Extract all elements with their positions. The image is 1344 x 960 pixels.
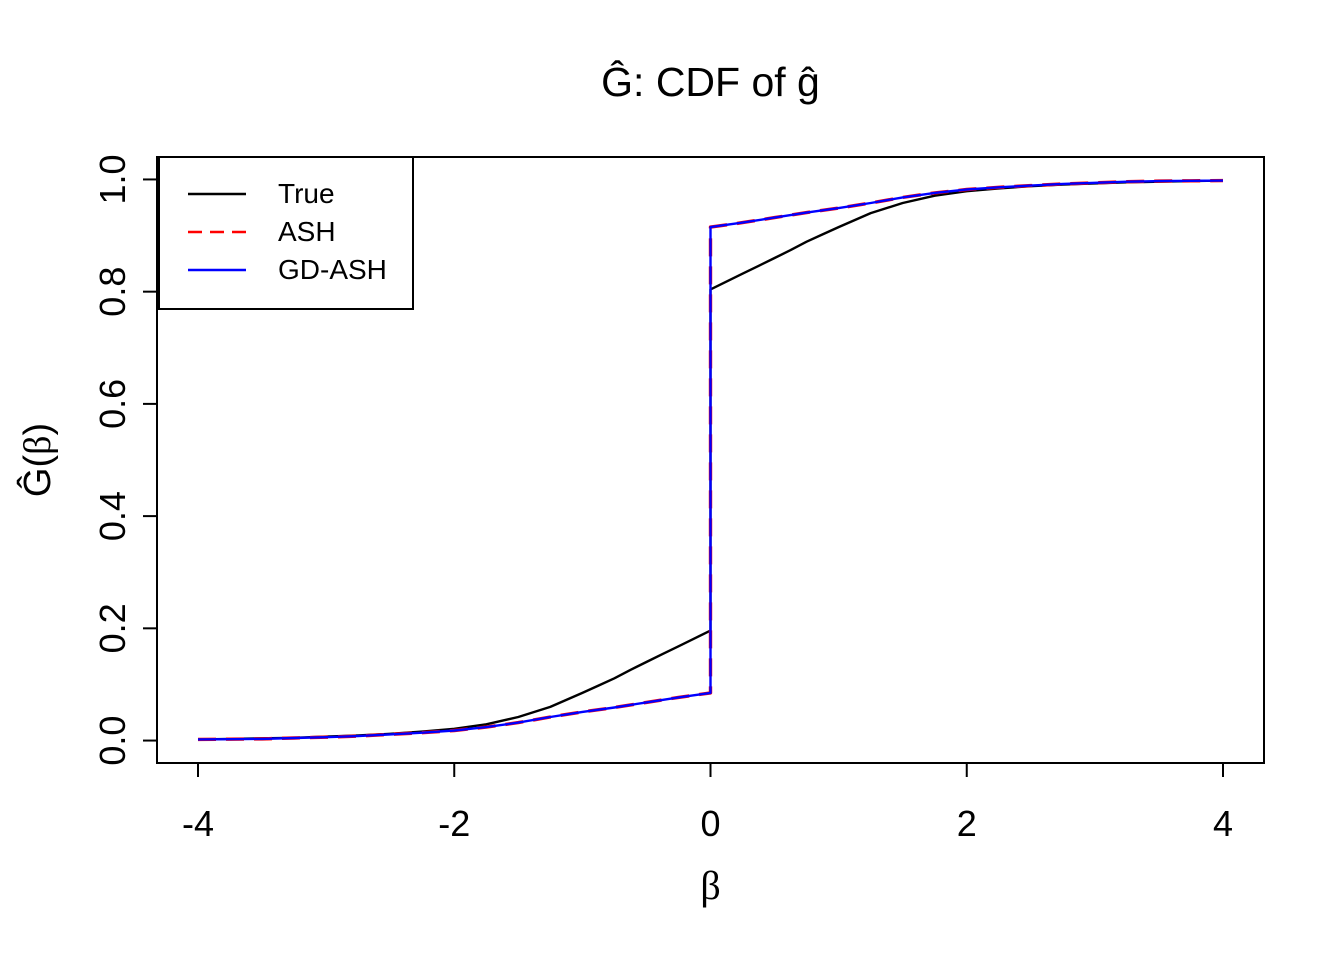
y-axis-title-suffix: ) (17, 422, 59, 436)
legend-label-true: True (278, 178, 335, 209)
plot-title: Ĝ: CDF of ĝ (601, 59, 820, 105)
series-line-gd-ash (197, 179, 1224, 741)
y-tick-label: 0.6 (92, 379, 133, 429)
y-tick-label: 1.0 (92, 154, 133, 204)
legend-line-true (188, 192, 246, 196)
x-tick-label: 4 (1213, 803, 1233, 844)
legend-box: True ASH GD-ASH (158, 156, 414, 310)
legend-label-gd-ash: GD-ASH (278, 254, 387, 285)
y-axis-title-beta: β (17, 435, 59, 455)
x-tick-label: -4 (182, 803, 214, 844)
y-tick-label: 0.8 (92, 267, 133, 317)
legend-item-gd-ash: GD-ASH (160, 251, 412, 289)
legend-line-gd-ash (188, 268, 246, 272)
legend-line-ash (188, 230, 246, 234)
x-axis-title: β (700, 863, 721, 908)
y-tick-label: 0.4 (92, 491, 133, 541)
y-tick-label: 0.0 (92, 716, 133, 766)
y-tick-label: 0.2 (92, 603, 133, 653)
y-axis-title: Ĝ(β) (16, 360, 60, 560)
x-tick-label: 2 (957, 803, 977, 844)
x-tick-label: -2 (438, 803, 470, 844)
legend-label-ash: ASH (278, 216, 336, 247)
y-axis-title-prefix: Ĝ( (17, 454, 59, 498)
legend-item-ash: ASH (160, 213, 412, 251)
legend-item-true: True (160, 175, 412, 213)
x-tick-label: 0 (700, 803, 720, 844)
